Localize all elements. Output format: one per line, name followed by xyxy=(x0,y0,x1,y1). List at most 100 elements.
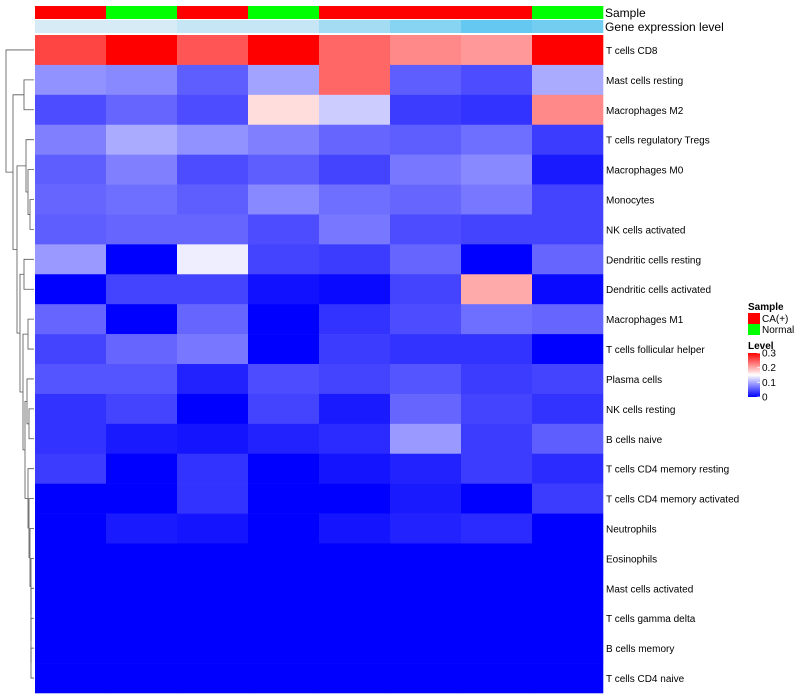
expression-annotation-cell xyxy=(390,20,462,33)
heatmap-cell xyxy=(106,214,178,245)
heatmap-cell xyxy=(35,304,107,335)
heatmap-cells xyxy=(35,35,604,694)
heatmap-cell xyxy=(319,453,391,484)
heatmap-cell xyxy=(532,364,604,395)
heatmap-cell xyxy=(177,483,249,514)
heatmap-cell xyxy=(248,663,320,694)
row-label: T cells regulatory Tregs xyxy=(606,136,710,147)
heatmap-cell xyxy=(390,124,462,155)
heatmap-cell xyxy=(177,663,249,694)
heatmap-cell xyxy=(248,603,320,634)
column-annotation-bars xyxy=(35,6,604,33)
dendrogram-branch xyxy=(29,199,34,230)
legend-level-title: Level xyxy=(748,341,774,352)
heatmap-cell xyxy=(106,244,178,275)
sample-annotation-cell xyxy=(35,6,107,19)
heatmap-cell xyxy=(248,483,320,514)
dendrogram-branch xyxy=(23,79,34,111)
legend-color-bar xyxy=(748,353,760,397)
heatmap-cell xyxy=(319,364,391,395)
legend-level-ticks: 0.3 0.2 0.1 0 xyxy=(757,349,776,404)
heatmap-cell xyxy=(319,543,391,574)
heatmap-cell xyxy=(532,453,604,484)
dendrogram-branch xyxy=(16,165,26,334)
row-label: Dendritic cells resting xyxy=(606,255,701,266)
heatmap-cell xyxy=(319,334,391,365)
dendrogram-branch xyxy=(26,378,34,425)
heatmap-cell xyxy=(177,573,249,604)
row-label: T cells CD4 memory activated xyxy=(606,495,739,506)
annotation-label-sample: Sample xyxy=(605,6,646,20)
heatmap-cell xyxy=(177,423,249,455)
heatmap-cell xyxy=(106,184,178,215)
heatmap-cell xyxy=(319,483,391,514)
heatmap-cell xyxy=(319,603,391,634)
heatmap-cell xyxy=(248,64,320,96)
heatmap-cell xyxy=(177,393,249,425)
heatmap-cell xyxy=(106,453,178,484)
heatmap-cell xyxy=(35,154,107,185)
heatmap-cell xyxy=(390,94,462,126)
row-label: NK cells activated xyxy=(606,225,685,236)
legend-label-ca: CA(+) xyxy=(762,314,788,325)
heatmap-cell xyxy=(35,663,107,694)
heatmap-cell xyxy=(390,274,462,305)
heatmap-cell xyxy=(461,94,533,126)
heatmap-cell xyxy=(35,483,107,514)
heatmap-cell xyxy=(319,35,391,66)
heatmap-cell xyxy=(532,483,604,514)
heatmap-cell xyxy=(248,35,320,66)
heatmap-cell xyxy=(390,483,462,514)
heatmap-cell xyxy=(35,244,107,275)
expression-annotation-cell xyxy=(248,20,320,33)
heatmap-cell xyxy=(35,543,107,574)
legend-swatch-ca xyxy=(748,313,760,324)
heatmap-cell xyxy=(532,64,604,96)
heatmap-cell xyxy=(35,423,107,455)
legend-label-normal: Normal xyxy=(762,325,794,336)
heatmap-cell xyxy=(35,603,107,634)
heatmap-cell xyxy=(532,334,604,365)
heatmap-cell xyxy=(319,513,391,544)
heatmap-cell xyxy=(35,334,107,365)
row-label: Macrophages M0 xyxy=(606,166,684,177)
heatmap-cell xyxy=(532,94,604,126)
row-label: B cells naive xyxy=(606,435,663,446)
heatmap-cell xyxy=(35,573,107,604)
heatmap-cell xyxy=(106,124,178,155)
row-label: B cells memory xyxy=(606,644,674,655)
heatmap-cell xyxy=(390,663,462,694)
legend-swatch-normal xyxy=(748,324,760,335)
heatmap-cell xyxy=(461,304,533,335)
heatmap-cell xyxy=(106,364,178,395)
heatmap-cell xyxy=(106,513,178,544)
heatmap-cell xyxy=(532,543,604,574)
heatmap-cell xyxy=(319,64,391,96)
heatmap-cell xyxy=(106,154,178,185)
heatmap-cell xyxy=(35,184,107,215)
dendrogram-branch xyxy=(30,647,34,679)
heatmap-cell xyxy=(177,154,249,185)
heatmap-cell xyxy=(532,393,604,425)
heatmap-cell xyxy=(248,214,320,245)
heatmap-cell xyxy=(390,334,462,365)
heatmap-cell xyxy=(35,64,107,96)
heatmap-cell xyxy=(248,423,320,455)
heatmap-cell xyxy=(390,603,462,634)
heatmap-cell xyxy=(532,573,604,604)
heatmap-cell xyxy=(319,124,391,155)
heatmap-cell xyxy=(35,124,107,155)
row-label: Mast cells activated xyxy=(606,584,693,595)
heatmap-cell xyxy=(461,154,533,185)
heatmap-cell xyxy=(461,633,533,664)
dendrogram-branch xyxy=(27,169,34,215)
legend-sample-title: Sample xyxy=(748,302,784,313)
heatmap-cell xyxy=(319,573,391,604)
heatmap-cell xyxy=(390,633,462,664)
heatmap-cell xyxy=(461,334,533,365)
heatmap-cell xyxy=(319,244,391,275)
heatmap-cell xyxy=(177,364,249,395)
heatmap-cell xyxy=(390,543,462,574)
dendrogram-branch xyxy=(30,617,34,664)
row-label: T cells CD4 memory resting xyxy=(606,465,729,476)
